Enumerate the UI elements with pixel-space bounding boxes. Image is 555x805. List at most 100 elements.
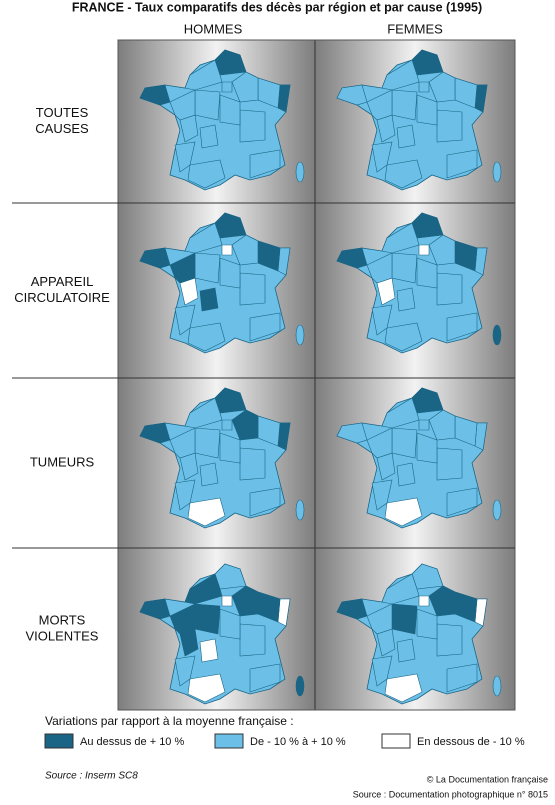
- region: [169, 427, 196, 459]
- region: [239, 272, 266, 306]
- region: [187, 497, 226, 527]
- region: [231, 585, 259, 617]
- region: [169, 252, 196, 284]
- region: [428, 234, 456, 266]
- region: [249, 312, 281, 342]
- region: [396, 124, 416, 149]
- title: FRANCE - Taux comparatifs des décès par …: [72, 0, 482, 14]
- region: [428, 585, 456, 617]
- france-map: [139, 387, 305, 529]
- region: [416, 608, 438, 640]
- region: [336, 422, 368, 444]
- region: [139, 422, 171, 444]
- france-map: [139, 49, 305, 191]
- france-map: [336, 212, 502, 354]
- region: [174, 304, 196, 336]
- corsica: [492, 499, 502, 521]
- region: [384, 322, 423, 352]
- column-header: FEMMES: [387, 21, 443, 36]
- region: [184, 222, 223, 254]
- region: [169, 89, 196, 121]
- region: [139, 84, 171, 106]
- region: [396, 287, 416, 312]
- legend-label: En dessous de - 10 %: [417, 736, 525, 748]
- region: [249, 663, 281, 693]
- region: [199, 638, 219, 663]
- row-label: CAUSES: [35, 121, 89, 136]
- region: [187, 159, 226, 189]
- region: [336, 84, 368, 106]
- region: [366, 427, 393, 459]
- corsica: [492, 324, 502, 346]
- region: [418, 419, 430, 431]
- france-map: [139, 563, 305, 705]
- region: [428, 409, 456, 441]
- region: [221, 244, 233, 256]
- row-label: VIOLENTES: [26, 628, 99, 643]
- region: [366, 89, 393, 121]
- region: [199, 124, 219, 149]
- legend-title: Variations par rapport à la moyenne fran…: [45, 714, 294, 728]
- region: [199, 287, 219, 312]
- region: [231, 409, 259, 441]
- region: [221, 419, 233, 431]
- region: [436, 623, 463, 657]
- region: [381, 222, 420, 254]
- row-label: MORTS: [39, 612, 86, 627]
- region: [371, 655, 393, 687]
- region: [184, 397, 223, 429]
- region: [366, 252, 393, 284]
- credit: © La Documentation française: [427, 774, 548, 784]
- row-label: APPAREIL: [31, 274, 94, 289]
- corsica: [295, 324, 305, 346]
- panel-border: [117, 39, 516, 711]
- region: [184, 573, 223, 605]
- region: [371, 304, 393, 336]
- region: [391, 603, 418, 635]
- france-map: [336, 387, 502, 529]
- region: [187, 673, 226, 703]
- legend-label: Au dessus de + 10 %: [80, 736, 184, 748]
- region: [139, 247, 171, 269]
- region: [384, 673, 423, 703]
- region: [174, 479, 196, 511]
- maps: [139, 49, 502, 705]
- corsica: [492, 675, 502, 697]
- legend-swatch: [44, 733, 74, 749]
- region: [381, 59, 420, 91]
- region: [366, 603, 393, 635]
- region: [194, 427, 221, 459]
- france-map: [336, 49, 502, 191]
- region: [219, 94, 241, 126]
- region: [336, 598, 368, 620]
- corsica: [295, 499, 305, 521]
- region: [396, 638, 416, 663]
- region: [371, 479, 393, 511]
- region: [219, 432, 241, 464]
- region: [194, 89, 221, 121]
- region: [436, 447, 463, 481]
- region: [231, 234, 259, 266]
- legend-label: De - 10 % à + 10 %: [250, 736, 346, 748]
- region: [391, 427, 418, 459]
- region: [436, 272, 463, 306]
- region: [219, 257, 241, 289]
- region: [436, 109, 463, 143]
- region: [194, 603, 221, 635]
- corsica: [295, 161, 305, 183]
- region: [174, 655, 196, 687]
- region: [384, 497, 423, 527]
- region: [381, 573, 420, 605]
- reference: Source : Documentation photographique n°…: [353, 789, 548, 799]
- region: [184, 59, 223, 91]
- region: [239, 447, 266, 481]
- region: [381, 397, 420, 429]
- region: [416, 94, 438, 126]
- region: [391, 89, 418, 121]
- column-header: HOMMES: [184, 21, 243, 36]
- region: [336, 247, 368, 269]
- region: [446, 487, 478, 517]
- region: [239, 109, 266, 143]
- row-label: CIRCULATOIRE: [14, 290, 110, 305]
- region: [194, 252, 221, 284]
